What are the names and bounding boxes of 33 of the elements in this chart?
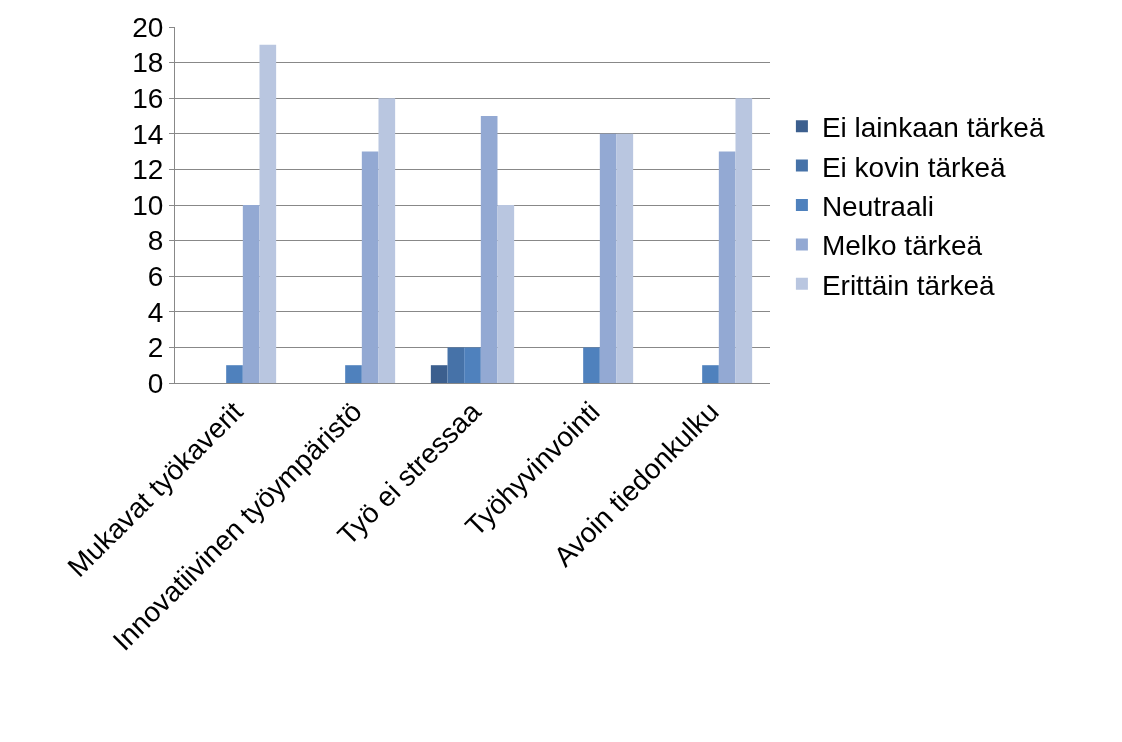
bar xyxy=(242,205,260,383)
legend-label: Ei kovin tärkeä xyxy=(821,151,1006,183)
legend-label: Neutraali xyxy=(821,190,934,222)
bar xyxy=(497,205,515,383)
bar xyxy=(464,347,481,383)
bar xyxy=(378,98,396,383)
y-tick-label: 2 xyxy=(147,332,164,364)
y-tick-label: 20 xyxy=(132,11,164,43)
y-tick-label: 8 xyxy=(147,225,164,257)
legend-label: Melko tärkeä xyxy=(821,230,983,262)
y-tick-label: 16 xyxy=(132,83,164,114)
bar xyxy=(447,347,465,383)
bar xyxy=(259,44,277,383)
legend-label: Erittäin tärkeä xyxy=(821,269,996,301)
y-tick-label: 6 xyxy=(147,261,164,292)
bar xyxy=(599,133,617,383)
bar xyxy=(480,116,498,383)
bar xyxy=(226,365,243,383)
y-tick-label: 4 xyxy=(147,296,164,328)
bar xyxy=(616,133,634,383)
bar xyxy=(735,98,753,383)
bar xyxy=(583,347,600,383)
bar xyxy=(718,151,736,383)
bar xyxy=(702,365,719,383)
bar xyxy=(345,365,362,383)
bar xyxy=(361,151,379,383)
y-tick-label: 0 xyxy=(147,367,164,399)
y-tick-label: 12 xyxy=(132,154,164,186)
bar xyxy=(430,365,448,383)
y-tick-label: 10 xyxy=(132,189,164,221)
legend-label: Ei lainkaan tärkeä xyxy=(821,112,1045,144)
y-tick-label: 18 xyxy=(132,47,164,79)
y-tick-label: 14 xyxy=(132,118,164,150)
